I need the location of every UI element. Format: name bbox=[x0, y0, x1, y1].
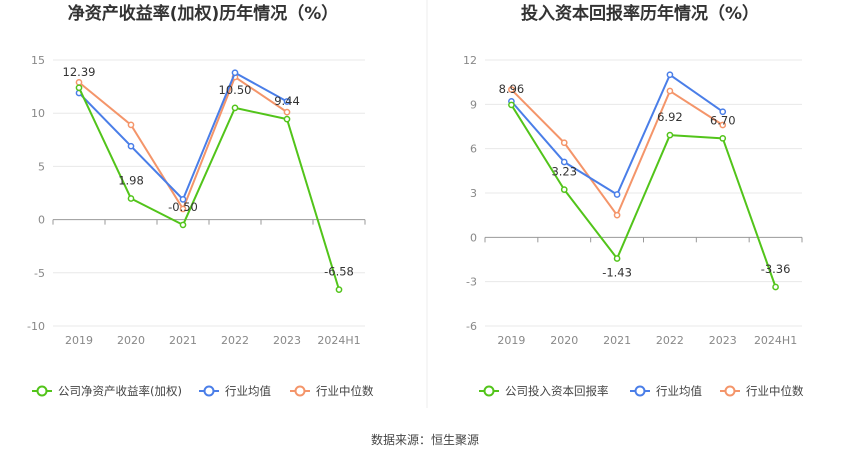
chart-title-roic: 投入资本回报率历年情况（%） bbox=[521, 3, 759, 24]
roic-x-tick-label: 2021 bbox=[603, 334, 631, 347]
roic-series-point-2 bbox=[508, 86, 515, 93]
roic-data-label: -1.43 bbox=[602, 265, 632, 279]
roe-data-label: 10.50 bbox=[219, 83, 252, 97]
roic-y-tick-label: 6 bbox=[470, 143, 477, 156]
roe-series-point-1 bbox=[283, 98, 291, 105]
roic-legend-label: 公司投入资本回报率 bbox=[505, 384, 609, 398]
roe-y-tick-label: 10 bbox=[31, 107, 45, 120]
roic-series-point-0 bbox=[508, 101, 515, 109]
roic-series-point-0 bbox=[772, 283, 779, 291]
roic-series-line-1 bbox=[510, 73, 724, 196]
roic-data-label: 6.92 bbox=[657, 110, 683, 124]
roe-x-tick-label: 2019 bbox=[65, 334, 93, 347]
roic-series-point-2 bbox=[613, 211, 621, 219]
roe-legend-label: 公司净资产收益率(加权) bbox=[58, 384, 182, 398]
roe-series-point-2 bbox=[283, 108, 291, 116]
roe-series-point-0 bbox=[179, 221, 187, 229]
roic-x-tick-label: 2024H1 bbox=[754, 334, 797, 347]
roe-legend-label: 行业中位数 bbox=[316, 384, 374, 398]
roe-series-point-1 bbox=[179, 196, 187, 203]
roic-series-point-1 bbox=[613, 191, 621, 198]
roic-y-tick-label: 0 bbox=[470, 231, 477, 244]
roic-y-tick-label: 9 bbox=[470, 98, 477, 111]
roe-data-label: 9.44 bbox=[274, 94, 300, 108]
roic-legend-swatch-marker bbox=[724, 385, 736, 397]
roe-x-tick-label: 2020 bbox=[117, 334, 145, 347]
roic-series-point-2 bbox=[560, 139, 568, 147]
roe-y-tick-label: -10 bbox=[27, 320, 45, 333]
roic-data-label: 8.96 bbox=[499, 82, 525, 96]
roic-data-label: -3.36 bbox=[761, 262, 791, 276]
roic-series-point-0 bbox=[560, 186, 568, 193]
roic-series-point-2 bbox=[666, 87, 674, 95]
roe-series-point-2 bbox=[179, 205, 187, 213]
roic-series-point-1 bbox=[719, 108, 727, 116]
roic-x-tick-label: 2020 bbox=[550, 334, 578, 347]
roic-y-tick-label: -6 bbox=[466, 320, 477, 333]
roic-series-point-0 bbox=[613, 255, 621, 262]
roe-y-tick-label: 0 bbox=[38, 214, 45, 227]
roe-legend-label: 行业均值 bbox=[225, 384, 271, 398]
roe-y-tick-label: 15 bbox=[31, 54, 45, 67]
roic-series-point-2 bbox=[719, 121, 727, 129]
roe-series-point-0 bbox=[127, 195, 135, 202]
roic-legend-swatch-marker bbox=[634, 385, 646, 397]
roic-data-label: 3.23 bbox=[551, 165, 577, 179]
roe-series-line-0 bbox=[78, 87, 340, 290]
roic-series-point-0 bbox=[666, 131, 674, 139]
roe-data-label: 1.98 bbox=[118, 174, 144, 188]
roic-legend-swatch-marker bbox=[483, 385, 495, 397]
roe-x-tick-label: 2021 bbox=[169, 334, 197, 347]
roe-series-point-0 bbox=[231, 104, 239, 112]
roe-data-label: 12.39 bbox=[63, 65, 96, 79]
data-source-note: 数据来源：恒生聚源 bbox=[371, 432, 479, 447]
roe-series-line-2 bbox=[78, 76, 288, 210]
roic-legend-label: 行业中位数 bbox=[746, 384, 804, 398]
roic-series-point-1 bbox=[560, 158, 568, 166]
roe-legend-swatch-marker bbox=[36, 385, 48, 397]
roic-y-tick-label: 12 bbox=[463, 54, 477, 67]
roic-series-point-0 bbox=[719, 134, 727, 142]
roe-legend-swatch-marker bbox=[294, 385, 306, 397]
roe-series-point-1 bbox=[127, 142, 135, 150]
roe-series-point-0 bbox=[75, 84, 83, 92]
roe-series-point-0 bbox=[283, 115, 291, 123]
roe-x-tick-label: 2024H1 bbox=[317, 334, 360, 347]
roic-data-label: 6.70 bbox=[710, 113, 736, 127]
roe-series-point-0 bbox=[335, 286, 343, 293]
roic-series-line-0 bbox=[510, 104, 777, 288]
roic-y-tick-label: -3 bbox=[466, 276, 477, 289]
roic-series-point-1 bbox=[666, 71, 674, 79]
roic-y-tick-label: 3 bbox=[470, 187, 477, 200]
chart-title-roe: 净资产收益率(加权)历年情况（%） bbox=[68, 3, 339, 24]
roic-legend-label: 行业均值 bbox=[656, 384, 702, 398]
roe-series-point-2 bbox=[127, 121, 135, 129]
roe-x-tick-label: 2023 bbox=[273, 334, 301, 347]
roe-series-point-2 bbox=[75, 78, 83, 86]
roe-y-tick-label: -5 bbox=[34, 267, 45, 280]
roic-x-tick-label: 2022 bbox=[656, 334, 684, 347]
roe-data-label: -6.58 bbox=[324, 265, 354, 279]
roic-x-tick-label: 2019 bbox=[497, 334, 525, 347]
roe-x-tick-label: 2022 bbox=[221, 334, 249, 347]
roe-data-label: -0.50 bbox=[168, 200, 198, 214]
roe-series-point-1 bbox=[231, 69, 239, 77]
roe-y-tick-label: 5 bbox=[38, 160, 45, 173]
roe-legend-swatch-marker bbox=[203, 385, 215, 397]
roic-x-tick-label: 2023 bbox=[709, 334, 737, 347]
